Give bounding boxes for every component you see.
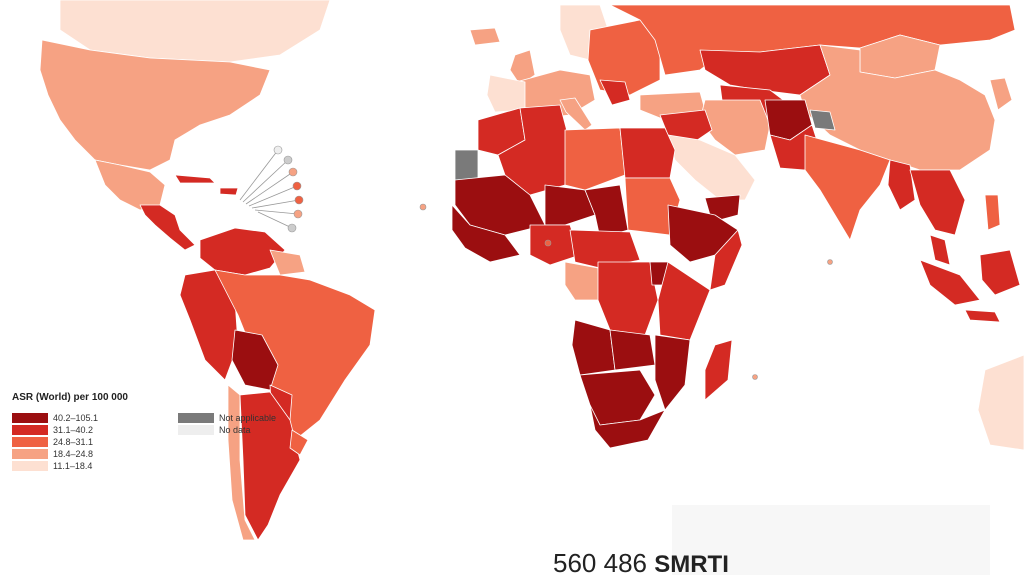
region-kenya-tanzania	[657, 261, 711, 341]
region-kashmir	[809, 109, 836, 131]
legend-swatch	[12, 460, 48, 471]
region-libya	[564, 127, 626, 191]
legend-label: No data	[219, 424, 251, 435]
caption-brand: SMRTI	[654, 551, 729, 578]
region-west-coast	[451, 204, 521, 263]
caption-number: 560 486	[553, 548, 647, 578]
legend-label: Not applicable	[219, 412, 277, 423]
legend-swatch	[12, 436, 48, 447]
region-guianas	[269, 249, 306, 276]
region-nigeria	[529, 224, 581, 266]
legend-label: 40.2–105.1	[53, 412, 99, 423]
island-marker	[419, 203, 427, 211]
region-india	[804, 134, 891, 241]
legend-item: 40.2–105.1	[12, 412, 98, 423]
region-myanmar	[887, 159, 916, 211]
legend-title: ASR (World) per 100 000	[12, 392, 128, 403]
legend-label: 18.4–24.8	[53, 448, 94, 459]
region-mauritania-mali	[454, 174, 546, 236]
region-somalia	[709, 229, 743, 291]
region-timor	[964, 309, 1001, 323]
caption: 560 486 SMRTI	[553, 548, 729, 579]
region-south-africa	[589, 404, 666, 449]
legend-label: 24.8–31.1	[53, 436, 94, 447]
island-marker	[283, 155, 293, 165]
island-marker	[293, 209, 303, 219]
region-malaysia	[929, 234, 951, 266]
region-iceland	[469, 27, 501, 46]
legend-item: 11.1–18.4	[12, 460, 92, 471]
region-egypt	[619, 127, 676, 179]
legend-item: 31.1–40.2	[12, 424, 93, 435]
island-marker	[292, 181, 302, 191]
region-mozambique	[654, 334, 691, 411]
region-italy	[559, 97, 593, 131]
legend-swatch	[178, 412, 214, 423]
island-marker	[287, 223, 297, 233]
region-angola	[571, 319, 616, 376]
region-niger	[544, 184, 596, 226]
region-gabon-congo	[564, 261, 601, 301]
legend-swatch	[178, 424, 214, 435]
region-borneo	[979, 249, 1021, 296]
region-philippines	[984, 194, 1001, 231]
overlay-panel	[672, 505, 990, 575]
region-kazakhstan	[699, 44, 831, 96]
region-drc	[597, 261, 659, 336]
legend-special-item: Not applicable	[178, 412, 276, 423]
region-hispaniola	[219, 187, 239, 196]
legend-item: 24.8–31.1	[12, 436, 93, 447]
region-uruguay	[289, 429, 309, 456]
region-cuba	[174, 174, 216, 184]
region-arabia	[667, 134, 756, 201]
legend-swatch	[12, 412, 48, 423]
island-marker	[544, 239, 552, 247]
region-chile	[227, 384, 256, 541]
region-australia	[977, 354, 1024, 451]
island-marker	[827, 259, 833, 265]
region-korea-japan	[989, 77, 1013, 111]
legend-swatch	[12, 424, 48, 435]
legend-swatch	[12, 448, 48, 459]
region-indonesia-west	[919, 259, 981, 306]
island-marker	[294, 195, 304, 205]
legend-item: 18.4–24.8	[12, 448, 93, 459]
island-marker	[273, 145, 283, 155]
legend-label: 11.1–18.4	[53, 460, 93, 471]
region-iberia	[486, 74, 526, 113]
region-madagascar	[704, 339, 733, 401]
region-namibia-botswana	[579, 369, 656, 426]
legend-label: 31.1–40.2	[53, 424, 94, 435]
region-colombia-venezuela	[199, 227, 286, 276]
region-zambia	[609, 329, 656, 371]
map-legend: ASR (World) per 100 000 40.2–105.1 31.1–…	[12, 392, 332, 482]
island-marker	[288, 167, 298, 177]
region-balkans	[599, 79, 631, 106]
legend-special-item: No data	[178, 424, 251, 435]
region-argentina	[239, 391, 301, 541]
region-north-america	[39, 39, 271, 171]
region-indochina	[909, 169, 966, 236]
region-western-sahara	[454, 149, 479, 181]
region-central-america	[139, 204, 196, 251]
island-marker	[752, 374, 758, 380]
